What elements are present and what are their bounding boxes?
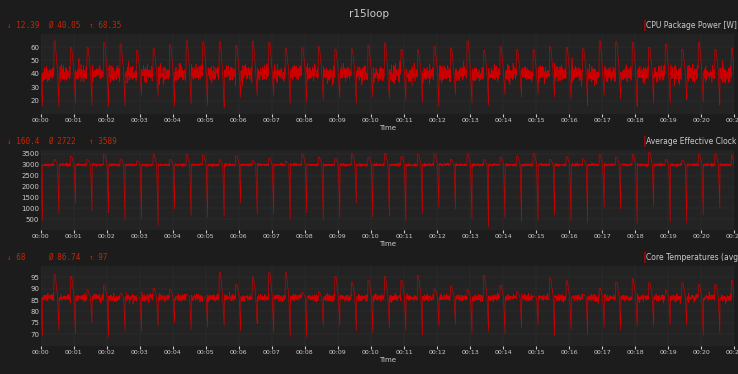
Text: ↓ 160.4: ↓ 160.4 xyxy=(7,137,40,146)
Text: ↓ 68: ↓ 68 xyxy=(7,253,26,262)
Text: ↑ 97: ↑ 97 xyxy=(89,253,107,262)
Text: |: | xyxy=(642,136,648,147)
Text: ↑ 3589: ↑ 3589 xyxy=(89,137,117,146)
X-axis label: Time: Time xyxy=(379,356,396,362)
Text: Core Temperatures (avg) [°C]: Core Temperatures (avg) [°C] xyxy=(646,253,738,262)
Text: Ø 2722: Ø 2722 xyxy=(48,137,76,146)
Text: ↓ 12.39: ↓ 12.39 xyxy=(7,21,40,30)
X-axis label: Time: Time xyxy=(379,125,396,131)
Text: CPU Package Power [W]: CPU Package Power [W] xyxy=(646,21,737,30)
Text: |: | xyxy=(642,252,648,263)
Text: Ø 40.05: Ø 40.05 xyxy=(48,21,80,30)
Text: Average Effective Clock [MHz]: Average Effective Clock [MHz] xyxy=(646,137,738,146)
X-axis label: Time: Time xyxy=(379,240,396,246)
Text: |: | xyxy=(642,20,648,31)
Text: Ø 86.74: Ø 86.74 xyxy=(48,253,80,262)
Text: r15loop: r15loop xyxy=(349,9,389,19)
Text: ↑ 68.35: ↑ 68.35 xyxy=(89,21,121,30)
